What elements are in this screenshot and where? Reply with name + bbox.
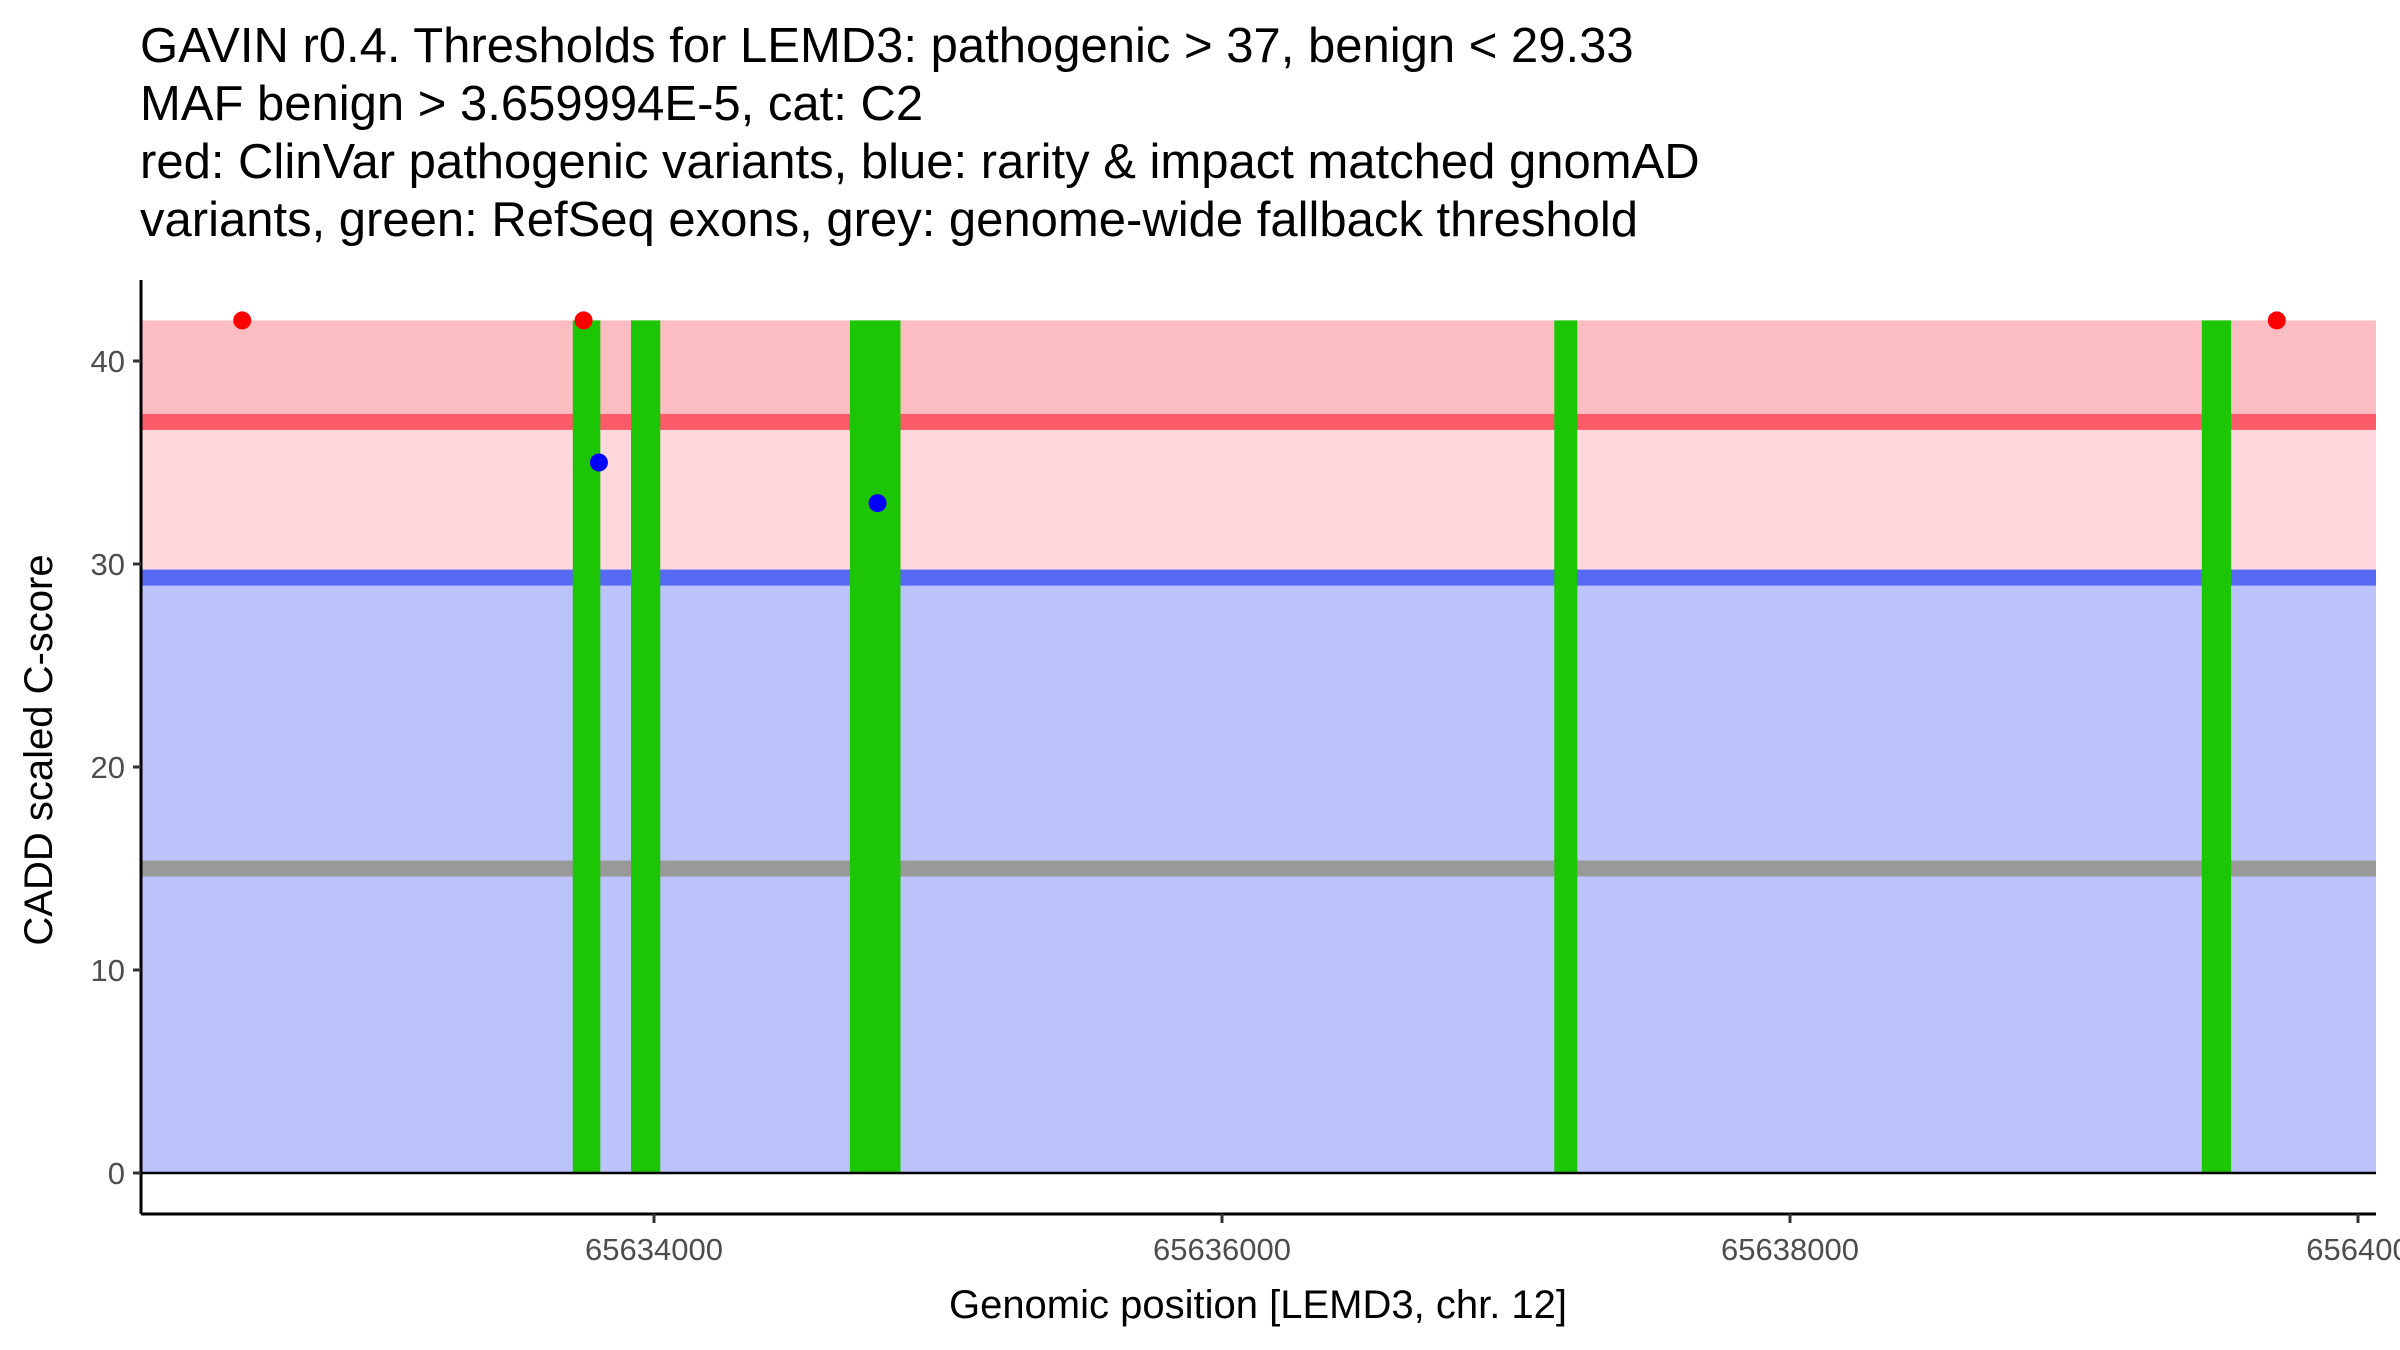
chart-title: GAVIN r0.4. Thresholds for LEMD3: pathog… xyxy=(140,19,1700,247)
title-line-1: GAVIN r0.4. Thresholds for LEMD3: pathog… xyxy=(140,19,1634,73)
y-tick-label: 20 xyxy=(91,750,125,785)
title-line-2: MAF benign > 3.659994E-5, cat: C2 xyxy=(140,77,923,131)
y-tick-label: 30 xyxy=(91,547,125,582)
variant-point xyxy=(233,311,252,330)
x-tick-label: 656400 xyxy=(2306,1232,2400,1267)
exon-bar xyxy=(849,320,901,1173)
variant-point xyxy=(868,494,887,513)
variant-point xyxy=(2267,311,2286,330)
y-tick-label: 40 xyxy=(91,344,125,379)
title-line-4: variants, green: RefSeq exons, grey: gen… xyxy=(140,193,1638,247)
y-axis-title: CADD scaled C-score xyxy=(17,554,61,945)
axes: 0 10 20 30 40 65634000 65636000 65638000 656400 xyxy=(91,280,2400,1267)
variant-point xyxy=(574,311,593,330)
y-tick-label: 0 xyxy=(108,1156,125,1191)
x-tick-label: 65634000 xyxy=(585,1232,723,1267)
x-tick-label: 65636000 xyxy=(1153,1232,1291,1267)
x-axis-title: Genomic position [LEMD3, chr. 12] xyxy=(949,1283,1567,1327)
pathogenic-region-band xyxy=(141,320,2376,422)
title-line-3: red: ClinVar pathogenic variants, blue: … xyxy=(140,135,1700,189)
benign-threshold-line xyxy=(141,569,2376,586)
x-tick-label: 65638000 xyxy=(1721,1232,1859,1267)
uncertain-region-band xyxy=(141,421,2376,578)
y-tick-label: 10 xyxy=(91,953,125,988)
exon-bar xyxy=(572,320,601,1173)
exon-bar xyxy=(1554,320,1578,1173)
pathogenic-threshold-line xyxy=(141,413,2376,430)
exon-bar xyxy=(2201,320,2232,1173)
exon-bar xyxy=(630,320,661,1173)
variant-point xyxy=(589,453,608,472)
plot-panel xyxy=(141,311,2376,1175)
fallback-threshold-line xyxy=(141,860,2376,877)
